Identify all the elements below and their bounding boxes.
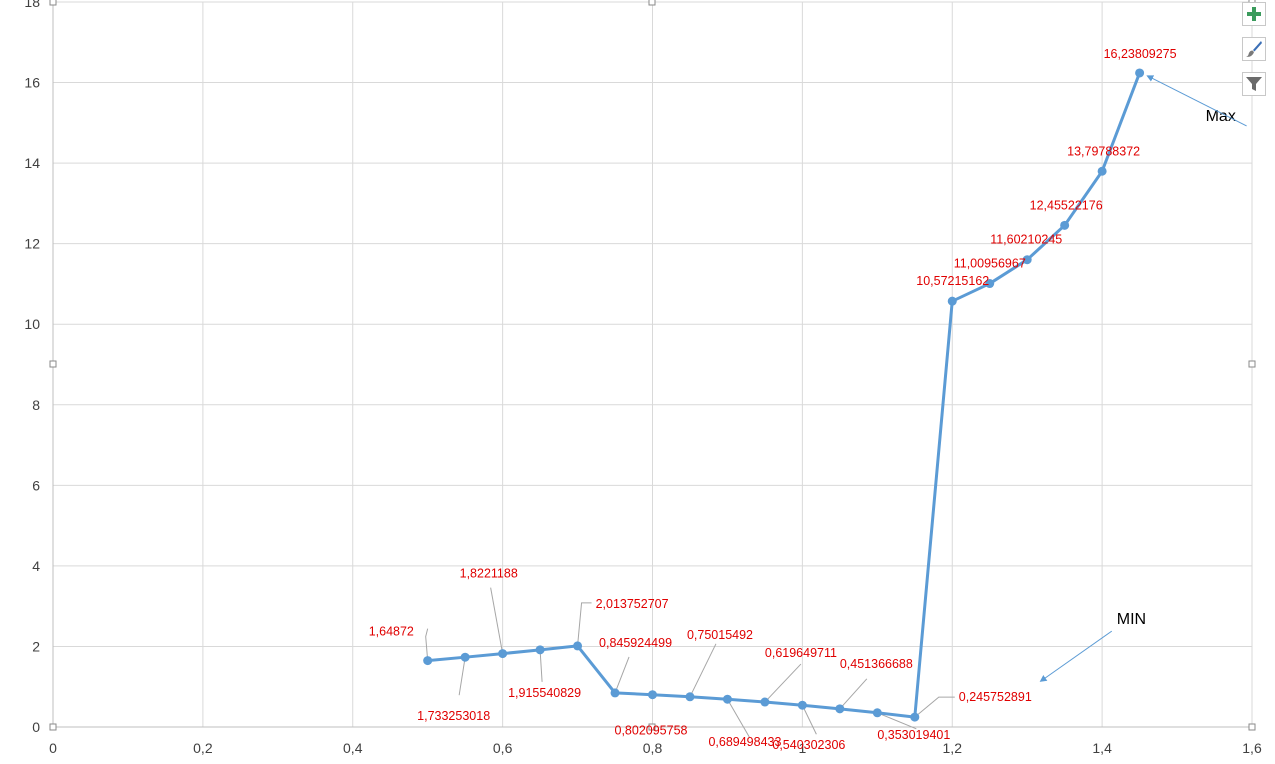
- resize-handle[interactable]: [1248, 723, 1256, 731]
- data-label-leader-line: [727, 698, 750, 738]
- y-tick-label: 0: [32, 719, 40, 735]
- chart-elements-button[interactable]: [1242, 2, 1266, 26]
- data-label: 0,802095758: [615, 724, 688, 738]
- data-label: 0,619649711: [765, 646, 837, 660]
- x-tick-label: 0,2: [193, 740, 213, 756]
- data-point-marker[interactable]: [872, 708, 882, 718]
- data-labels: 1,64872 1,733253018 1,8221188 1,915540829 2,…: [369, 47, 1177, 752]
- data-point-marker[interactable]: [835, 704, 845, 714]
- data-label: 0,353019401: [877, 728, 950, 742]
- y-tick-label: 14: [24, 155, 40, 171]
- data-label: 1,64872: [369, 625, 414, 639]
- data-label-leader-line: [764, 663, 802, 703]
- data-label: 0,75015492: [687, 628, 753, 642]
- brush-icon: [1246, 41, 1262, 57]
- data-point-marker[interactable]: [1097, 166, 1107, 176]
- resize-handle[interactable]: [49, 360, 57, 368]
- data-label-leader-line: [801, 705, 817, 735]
- data-label: 2,013752707: [596, 597, 669, 611]
- min-annotation-arrow: [1039, 630, 1113, 682]
- resize-handle[interactable]: [49, 723, 57, 731]
- chart-side-toolbar: [1242, 2, 1268, 107]
- annotations: Max MIN: [1039, 75, 1247, 682]
- y-tick-label: 16: [24, 75, 40, 91]
- data-label: 1,915540829: [508, 686, 581, 700]
- series-line[interactable]: [427, 72, 1141, 719]
- x-tick-label: 1,6: [1242, 740, 1262, 756]
- y-tick-label: 2: [32, 638, 40, 654]
- data-label: 11,60210245: [990, 233, 1062, 247]
- plus-icon: [1247, 7, 1261, 21]
- y-tick-label: 12: [24, 236, 40, 252]
- data-label-leader-line: [877, 712, 917, 730]
- data-point-marker[interactable]: [760, 697, 770, 707]
- resize-handle[interactable]: [1248, 360, 1256, 368]
- x-tick-label: 1,2: [943, 740, 963, 756]
- data-label-leader-line: [490, 587, 504, 654]
- data-label-leader-line: [839, 678, 868, 710]
- data-label: 1,8221188: [460, 567, 518, 581]
- data-point-marker[interactable]: [910, 712, 920, 722]
- x-tick-label: 0,8: [643, 740, 663, 756]
- resize-handle[interactable]: [648, 0, 656, 6]
- x-tick-label: 0: [49, 740, 57, 756]
- y-tick-label: 10: [24, 316, 40, 332]
- leader-lines: [425, 587, 955, 738]
- y-tick-label: 6: [32, 477, 40, 493]
- x-tick-label: 1,4: [1092, 740, 1112, 756]
- data-label-leader-line: [425, 628, 429, 661]
- chart-filters-button[interactable]: [1242, 72, 1266, 96]
- funnel-icon: [1246, 77, 1262, 91]
- data-label-leader-line: [689, 643, 717, 698]
- data-point-marker[interactable]: [722, 694, 732, 704]
- data-label-leader-line: [458, 657, 466, 696]
- data-label: 12,45522176: [1030, 198, 1103, 212]
- data-label: 16,23809275: [1104, 47, 1177, 61]
- max-annotation-label: Max: [1206, 108, 1236, 125]
- data-label: 0,245752891: [959, 690, 1032, 704]
- data-label: 11,00956967: [954, 257, 1026, 271]
- grid-lines: [53, 1, 1253, 727]
- data-point-marker[interactable]: [1022, 255, 1032, 265]
- x-tick-label: 0,4: [343, 740, 363, 756]
- data-point-marker[interactable]: [685, 692, 695, 702]
- resize-handle[interactable]: [49, 0, 57, 6]
- data-point-marker[interactable]: [573, 641, 583, 651]
- data-point-marker[interactable]: [985, 279, 995, 289]
- data-point-marker[interactable]: [648, 690, 657, 700]
- data-label: 0,540302306: [772, 738, 845, 752]
- data-point-marker[interactable]: [460, 652, 470, 662]
- data-label: 0,689498433: [708, 735, 781, 749]
- data-label-leader-line: [614, 656, 630, 694]
- data-point-marker[interactable]: [947, 296, 957, 306]
- data-label: 1,733253018: [417, 709, 490, 723]
- y-tick-label: 4: [32, 558, 40, 574]
- data-series[interactable]: [423, 68, 1145, 722]
- data-label: 0,845924499: [599, 636, 672, 650]
- y-tick-label: 8: [32, 397, 40, 413]
- data-point-marker[interactable]: [1060, 220, 1070, 230]
- data-point-marker[interactable]: [423, 656, 433, 666]
- x-tick-label: 1: [798, 740, 806, 756]
- data-point-marker[interactable]: [1135, 68, 1145, 78]
- y-tick-label: 18: [24, 0, 40, 10]
- data-label-leader-line: [577, 602, 592, 646]
- tick-labels: 0 0,2 0,4 0,6 0,8 1 1,2 1,4 1,6 0 2 4 6 8 10 12 14 16 18: [24, 0, 1262, 756]
- min-annotation-label: MIN: [1117, 611, 1146, 628]
- data-label: 0,451366688: [840, 657, 913, 671]
- data-point-marker[interactable]: [610, 688, 620, 698]
- data-point-marker[interactable]: [797, 700, 807, 710]
- x-tick-label: 0,6: [493, 740, 513, 756]
- data-point-marker[interactable]: [535, 645, 545, 655]
- max-annotation-arrow: [1146, 75, 1247, 127]
- data-label: 13,79788372: [1067, 144, 1140, 158]
- data-label-leader-line: [539, 649, 543, 682]
- data-point-marker[interactable]: [498, 649, 508, 659]
- resize-handle[interactable]: [648, 723, 656, 731]
- data-label-leader-line: [914, 696, 955, 718]
- data-label: 10,57215162: [916, 274, 989, 288]
- chart-styles-button[interactable]: [1242, 37, 1266, 61]
